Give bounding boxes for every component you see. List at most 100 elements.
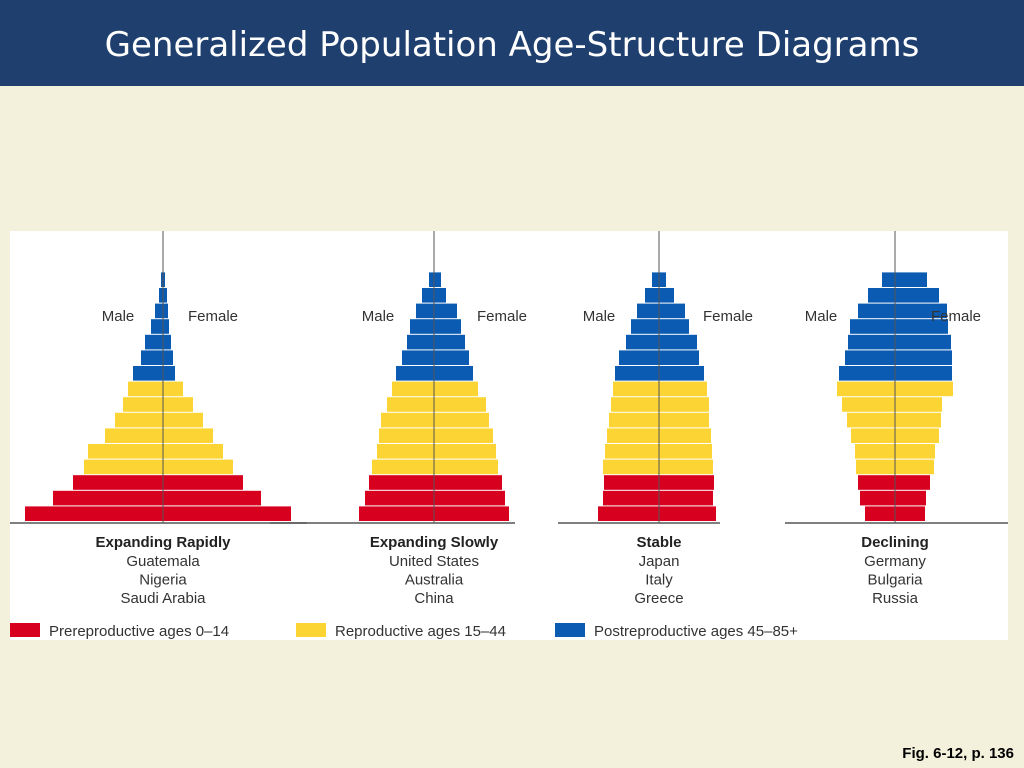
pyramid-3-male-bar-3 [603,459,659,475]
pyramid-1-female-bar-0 [163,506,291,521]
pyramid-1-female-label: Female [188,308,238,325]
pyramid-2-female-bar-0 [434,506,509,521]
pyramid-1-male-bar-11 [145,334,163,350]
pyramid-4-female-bar-7 [895,397,942,412]
pyramid-4-female-bar-2 [895,475,930,490]
pyramid-3-female-bar-8 [659,381,707,397]
pyramid-3-male-bar-6 [609,412,659,428]
pyramid-2-country-1: United States [389,553,479,570]
pyramid-2-female-bar-7 [434,397,486,412]
pyramid-1-female-bar-6 [163,412,203,428]
pyramid-3-male-bar-12 [631,319,659,334]
pyramid-4-male-bar-15 [882,272,895,287]
pyramid-2-female-bar-4 [434,444,496,459]
legend-label-postreproductive: Postreproductive ages 45–85+ [594,623,798,640]
pyramid-2-male-bar-15 [429,272,434,287]
pyramid-2-male-bar-5 [379,428,434,443]
pyramid-1-male-bar-10 [141,350,163,365]
pyramid-3-male-bar-1 [603,490,659,506]
pyramid-1-female-bar-10 [163,350,173,365]
pyramid-4-female-bar-10 [895,350,952,365]
pyramid-1-country-3: Saudi Arabia [120,590,206,607]
pyramid-1-male-bar-3 [84,459,163,475]
pyramid-2-female-bar-6 [434,412,489,428]
pyramid-3-male-bar-13 [637,303,659,319]
pyramid-1-female-bar-3 [163,459,233,475]
legend-swatch-prereproductive [10,623,40,637]
pyramid-1-country-2: Nigeria [139,572,187,589]
pyramid-3-male-bar-2 [604,475,659,490]
pyramid-4-male-bar-11 [848,334,895,350]
pyramid-2-male-bar-1 [365,490,434,506]
pyramid-2-female-bar-8 [434,381,478,397]
pyramid-4-male-bar-10 [845,350,895,365]
pyramid-4-male-bar-2 [858,475,895,490]
pyramid-4-female-bar-4 [895,444,935,459]
pyramid-4-male-bar-9 [839,366,895,381]
pyramid-1-female-bar-2 [163,475,243,490]
pyramid-1-female-bar-9 [163,366,175,381]
pyramid-2-female-bar-1 [434,490,505,506]
pyramid-2-country-3: China [414,590,454,607]
pyramid-2-male-bar-4 [377,444,434,459]
pyramid-4-male-label: Male [805,308,838,325]
legend-label-reproductive: Reproductive ages 15–44 [335,623,506,640]
pyramid-3-male-label: Male [583,308,616,325]
pyramid-3-male-bar-4 [605,444,659,459]
pyramid-4-male-bar-4 [855,444,895,459]
pyramid-4-country-1: Germany [864,553,926,570]
pyramid-4-male-bar-1 [860,490,895,506]
pyramid-1-female-bar-14 [163,288,167,303]
pyramid-1-male-bar-8 [128,381,163,397]
pyramid-3-country-3: Greece [634,590,683,607]
pyramid-2-female-bar-12 [434,319,461,334]
pyramid-4-male-bar-7 [842,397,895,412]
pyramid-3-female-bar-7 [659,397,709,412]
pyramid-3-female-bar-2 [659,475,714,490]
pyramid-3-female-bar-5 [659,428,711,443]
pyramid-4-country-3: Russia [872,590,919,607]
pyramid-4-female-bar-3 [895,459,934,475]
pyramid-2-male-label: Male [362,308,395,325]
pyramid-1-female-bar-12 [163,319,169,334]
pyramid-2-female-bar-11 [434,334,465,350]
pyramid-2-female-bar-5 [434,428,493,443]
pyramid-4-country-2: Bulgaria [867,572,923,589]
pyramid-1-male-bar-15 [161,272,163,287]
pyramid-1-male-bar-2 [73,475,163,490]
pyramid-3-male-bar-14 [645,288,659,303]
pyramid-3-male-bar-11 [626,334,659,350]
pyramid-1-male-bar-6 [115,412,163,428]
pyramid-3-female-bar-15 [659,272,666,287]
pyramid-3-male-bar-8 [613,381,659,397]
pyramid-3-female-bar-0 [659,506,716,521]
pyramid-4-female-bar-11 [895,334,951,350]
pyramid-2-female-bar-13 [434,303,457,319]
legend-swatch-postreproductive [555,623,585,637]
pyramid-1-male-bar-7 [123,397,163,412]
pyramid-3-male-bar-15 [652,272,659,287]
pyramid-2-male-bar-11 [407,334,434,350]
pyramid-2-male-bar-9 [396,366,434,381]
pyramid-1-female-bar-8 [163,381,183,397]
pyramid-3-male-bar-0 [598,506,659,521]
pyramid-4-male-bar-13 [858,303,895,319]
pyramid-2-male-bar-8 [392,381,434,397]
pyramid-4-male-bar-8 [837,381,895,397]
pyramid-1-female-bar-4 [163,444,223,459]
slide-title: Generalized Population Age-Structure Dia… [104,25,920,65]
pyramid-4-female-bar-6 [895,412,941,428]
pyramid-4-female-bar-0 [895,506,925,521]
pyramid-2-male-bar-3 [372,459,434,475]
pyramid-3-female-bar-11 [659,334,697,350]
pyramid-4-female-bar-15 [895,272,927,287]
pyramid-1-male-label: Male [102,308,135,325]
pyramid-4-female-bar-14 [895,288,939,303]
pyramid-1-male-bar-12 [151,319,163,334]
pyramid-3-female-bar-6 [659,412,709,428]
pyramid-3-male-bar-9 [615,366,659,381]
pyramid-1-male-bar-1 [53,490,163,506]
pyramid-3-country-1: Japan [639,553,680,570]
pyramid-2-female-bar-10 [434,350,469,365]
pyramid-2-male-bar-0 [359,506,434,521]
